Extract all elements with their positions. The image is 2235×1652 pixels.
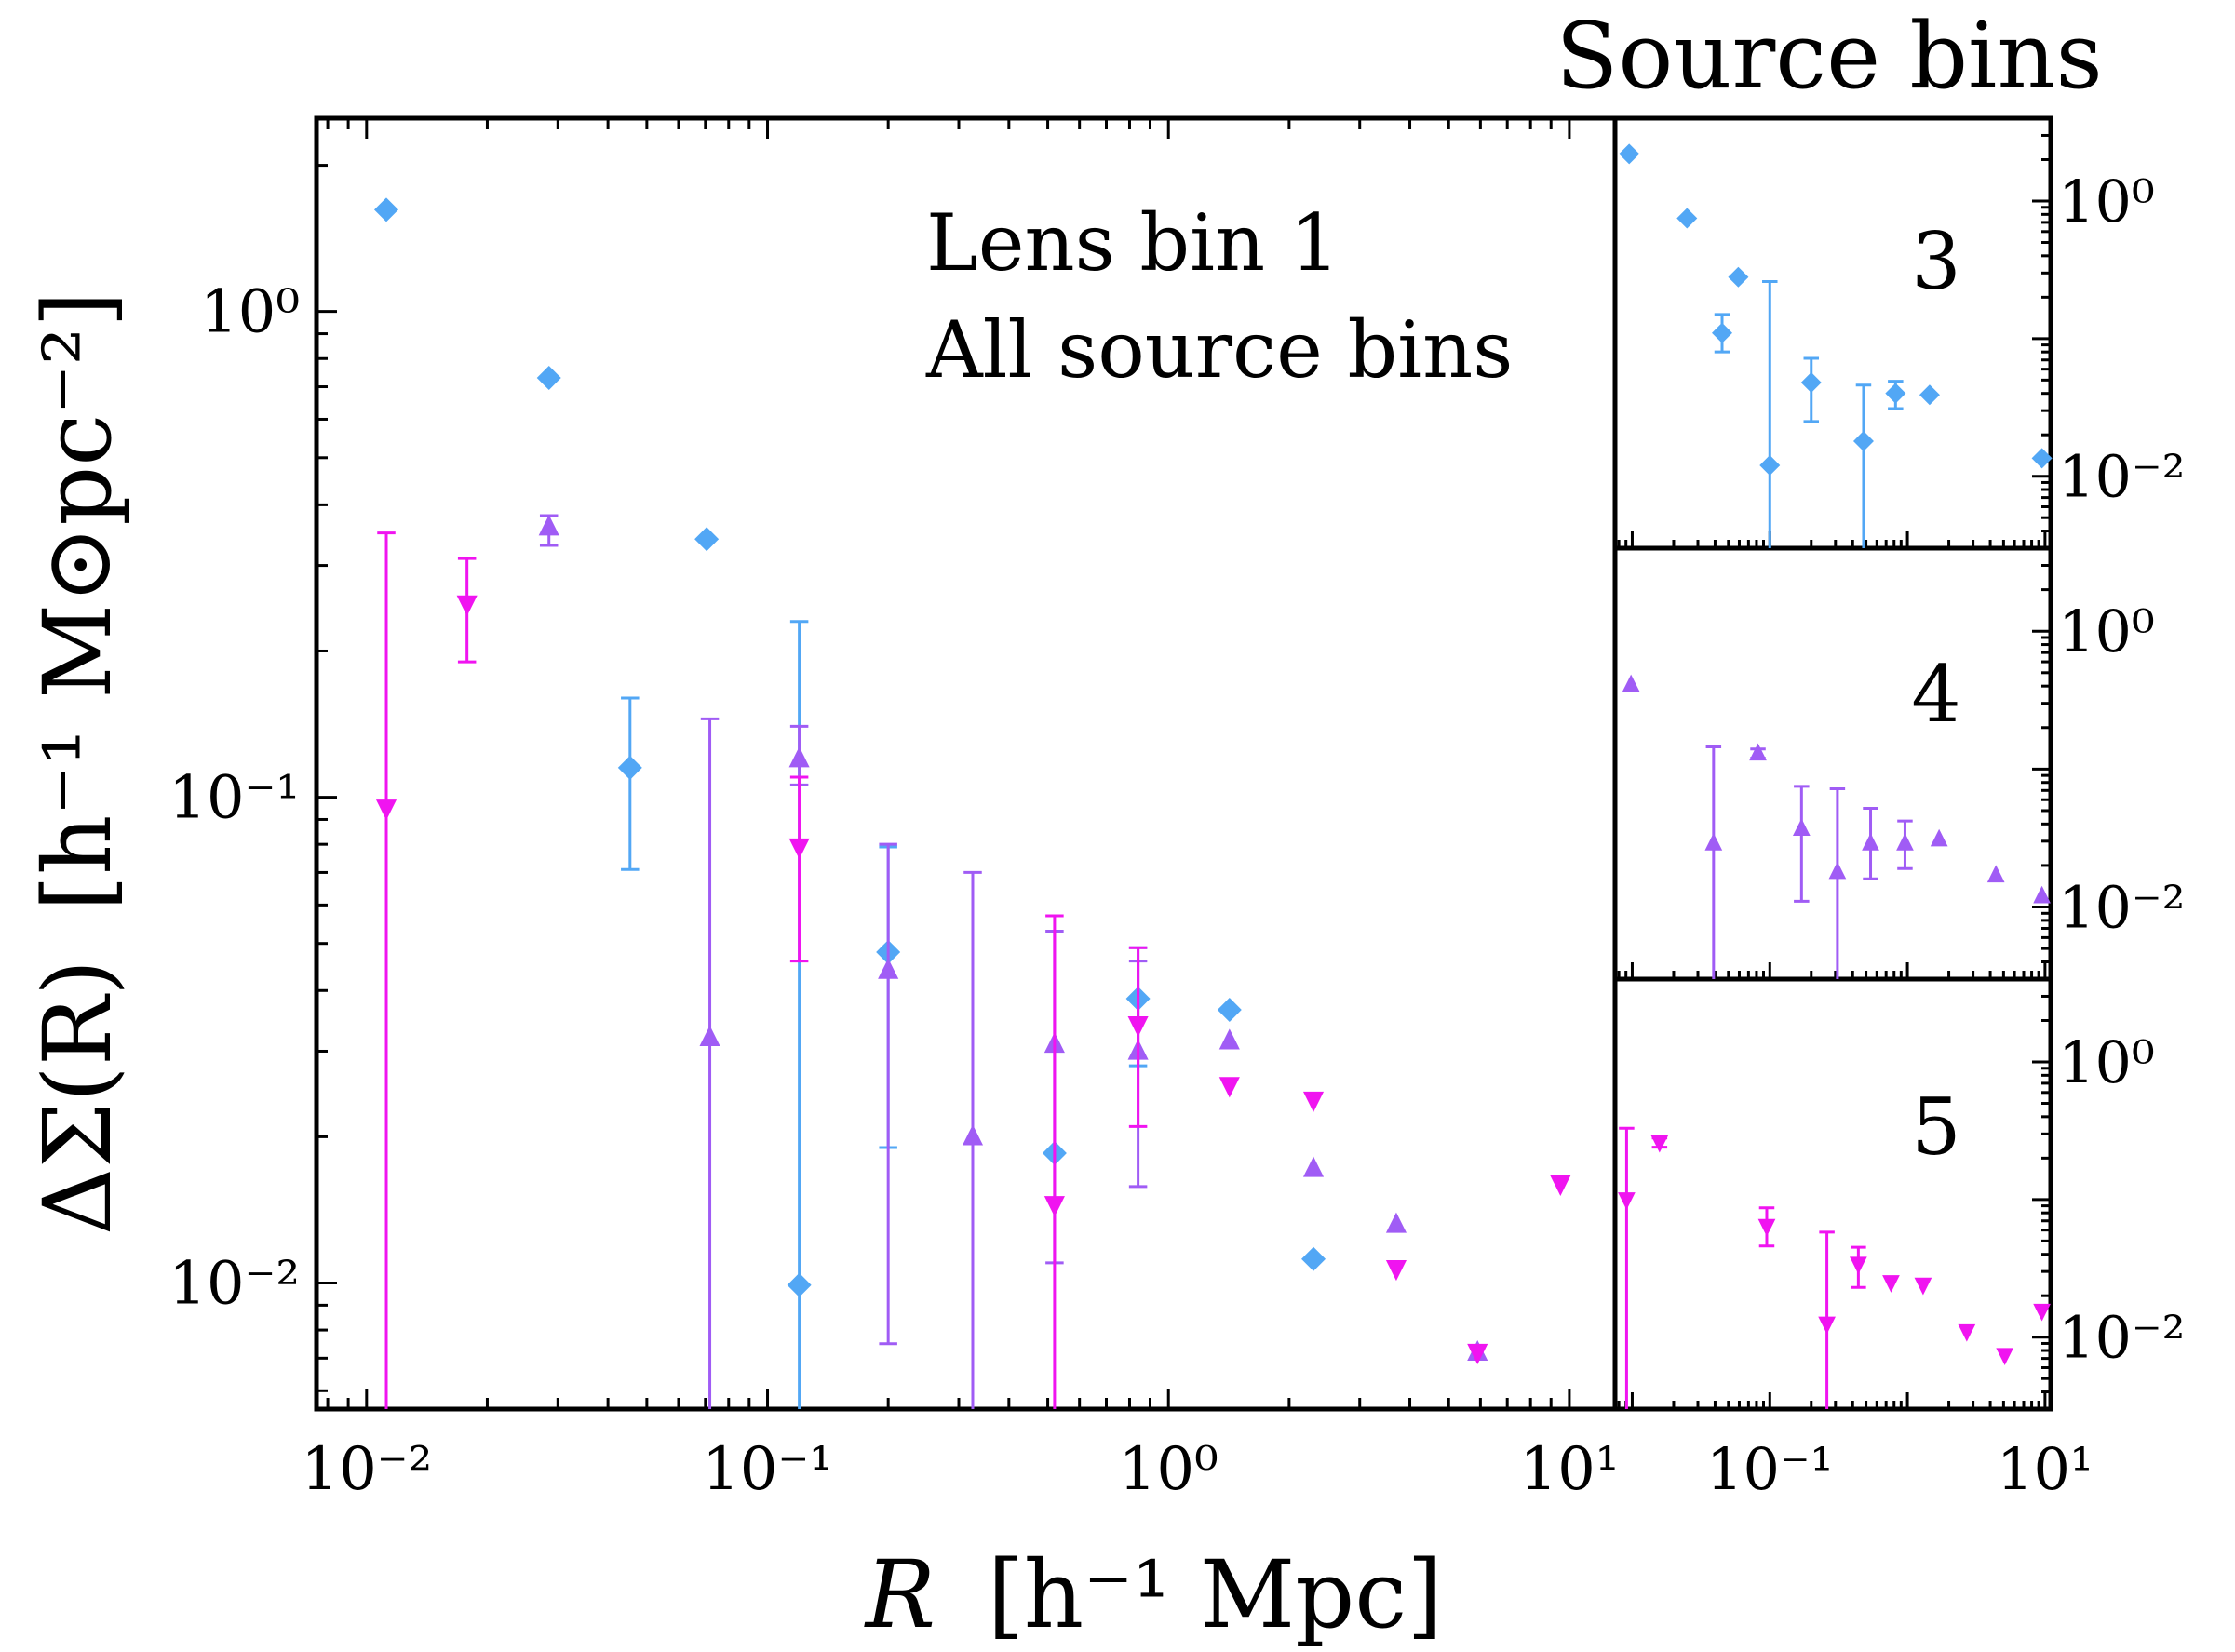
panel-5-point [1757, 1218, 1776, 1237]
main-point [1302, 1156, 1325, 1177]
main-point [878, 958, 899, 979]
main-point [1218, 1028, 1240, 1050]
main-point [1301, 1246, 1326, 1271]
panel-3-point [1852, 430, 1874, 451]
x-axis-label: R [h⁻¹ Mpc] [864, 1540, 1444, 1649]
panel-3-point [1800, 371, 1822, 393]
main-point [1385, 1260, 1407, 1282]
panel-y-tick-label: 10⁻² [2058, 1304, 2185, 1372]
main-point [1127, 1016, 1149, 1038]
main-point [538, 515, 559, 536]
main-point [788, 838, 810, 860]
panel-series-layer [1618, 143, 2053, 1409]
main-point [1550, 1175, 1571, 1196]
main-axis-ticks: 10⁻² 10⁻¹ 10⁰ 10¹ 10⁻² 10⁻¹ 10⁰ [168, 118, 1619, 1504]
main-point [1218, 1077, 1240, 1098]
panel-4-point [1704, 833, 1723, 851]
panel-5-point [2033, 1303, 2051, 1322]
panel-4-point [1749, 743, 1767, 761]
panel-y-tick-label: 10⁰ [2058, 598, 2155, 665]
panel-5-point [1618, 1192, 1636, 1210]
annotation-line-2: All source bins [925, 304, 1513, 396]
panel-x-tick-label: 10⁻¹ [1706, 1435, 1833, 1503]
main-point [699, 1025, 720, 1046]
panel-label-3: 3 [1911, 216, 1960, 307]
x-axis-var: R [864, 1540, 936, 1649]
panel-y-tick-label: 10⁰ [2058, 1028, 2155, 1096]
panel-label-4: 4 [1911, 649, 1960, 740]
panel-5-point [1882, 1275, 1900, 1293]
panel-x-tick-label: 10¹ [1997, 1435, 2094, 1503]
panel-3-point [1728, 266, 1749, 288]
main-point [375, 799, 397, 821]
panel-label-5: 5 [1911, 1081, 1960, 1173]
panel-3-point [1919, 384, 1940, 406]
panel-4-point [1828, 861, 1847, 880]
y-axis-label: ΔΣ(R) [h⁻¹ M⊙pc⁻²] [23, 291, 132, 1235]
panel-3-point [1885, 383, 1906, 404]
panel-4-series-1 [1622, 674, 2051, 979]
panel-3-point [1759, 454, 1781, 476]
main-point [456, 595, 478, 616]
annotation-line-1: Lens bin 1 [926, 197, 1340, 289]
panel-5-series-1 [1618, 1126, 2051, 1409]
panel-4-point [1862, 833, 1879, 851]
panel-4-point [1896, 833, 1914, 851]
y-axis-var: ΔΣ(R) [23, 960, 132, 1235]
panel-y-tick-label: 10⁻² [2058, 443, 2185, 511]
panel-3-series-1 [1619, 143, 2053, 548]
main-point [1385, 1212, 1407, 1233]
x-tick-label: 10⁻² [301, 1435, 432, 1504]
y-tick-label: 10⁰ [200, 278, 300, 347]
y-tick-label: 10⁻¹ [168, 764, 300, 833]
panel-4-point [1622, 674, 1640, 692]
main-point [1217, 998, 1242, 1023]
main-point [1043, 1196, 1065, 1217]
main-point [788, 746, 810, 768]
main-point [617, 755, 642, 780]
main-point [1302, 1091, 1325, 1112]
panels-title: Source bins [1555, 4, 2103, 110]
panel-4-point [1986, 865, 2005, 883]
panel-4-point [2033, 885, 2051, 904]
x-axis-unit: [h⁻¹ Mpc] [988, 1540, 1444, 1649]
panel-5-point [1914, 1277, 1932, 1296]
main-series-2 [538, 514, 1488, 1409]
x-tick-label: 10⁻¹ [702, 1435, 833, 1504]
main-point [694, 527, 720, 552]
panel-5-point [1818, 1316, 1836, 1335]
x-tick-label: 10⁰ [1119, 1435, 1218, 1504]
panel-y-tick-label: 10⁻² [2058, 874, 2185, 942]
panel-3-point [1619, 143, 1640, 165]
panel-4-point [1792, 818, 1811, 837]
panel-4-point [1930, 828, 1948, 847]
panel-5-point [1650, 1135, 1669, 1153]
main-series-layer [374, 197, 1571, 1409]
y-axis-unit: [h⁻¹ M⊙pc⁻²] [23, 291, 132, 911]
panel-5-point [1996, 1348, 2014, 1366]
main-point [962, 1124, 984, 1146]
panel-3-point [1676, 208, 1698, 229]
main-point [536, 366, 561, 391]
y-tick-label: 10⁻² [168, 1249, 300, 1318]
main-point [374, 197, 399, 222]
main-series-3 [375, 531, 1571, 1409]
panel-5-point [1850, 1256, 1867, 1275]
panel-y-tick-label: 10⁰ [2058, 168, 2155, 235]
panels-frame [1612, 115, 2053, 1412]
panel-3-point [2031, 448, 2053, 469]
main-point [787, 1272, 812, 1297]
panel-3-point [1712, 322, 1733, 343]
panel-5-point [1958, 1323, 1976, 1342]
main-point [1467, 1343, 1488, 1364]
panel-axis-ticks: 10⁻² 10⁰ 10⁻² 10⁰ 10⁻² 10⁰ 10⁻¹ 10¹ [1617, 133, 2185, 1503]
x-tick-label: 10¹ [1519, 1435, 1619, 1504]
